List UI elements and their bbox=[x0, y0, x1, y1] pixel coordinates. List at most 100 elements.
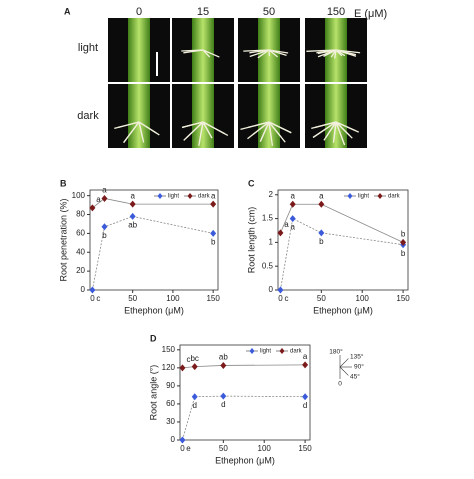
data-point bbox=[101, 223, 107, 230]
x-tick-label: 0 bbox=[180, 444, 185, 453]
legend-marker bbox=[158, 193, 163, 199]
legend-marker bbox=[188, 193, 193, 199]
legend-label: light bbox=[168, 194, 179, 200]
y-tick-label: 20 bbox=[76, 266, 85, 275]
x-tick-label: 150 bbox=[206, 294, 220, 303]
series-line bbox=[92, 216, 213, 290]
y-tick-label: 0.5 bbox=[262, 261, 274, 270]
data-point bbox=[290, 201, 296, 208]
x-tick-label: 50 bbox=[128, 294, 137, 303]
significance-letter: c bbox=[96, 294, 100, 303]
series-line bbox=[280, 219, 403, 290]
stem bbox=[128, 84, 150, 148]
significance-letter: a bbox=[290, 223, 295, 232]
significance-letter: c bbox=[284, 294, 288, 303]
unit-label: E (μM) bbox=[354, 8, 387, 20]
significance-letter: d bbox=[303, 401, 307, 410]
panel-label: A bbox=[64, 6, 71, 16]
row-label: dark bbox=[77, 110, 99, 122]
x-tick-label: 100 bbox=[166, 294, 180, 303]
y-tick-label: 0 bbox=[81, 285, 86, 294]
y-tick-label: 0 bbox=[171, 435, 176, 444]
panel-label: C bbox=[248, 178, 255, 188]
legend-marker bbox=[250, 348, 255, 354]
significance-letter: a bbox=[319, 191, 324, 200]
panel-label: D bbox=[150, 333, 157, 343]
angle-ray bbox=[340, 367, 348, 375]
data-point bbox=[220, 393, 226, 400]
stem bbox=[128, 18, 150, 82]
column-label: 150 bbox=[327, 6, 345, 18]
legend-marker bbox=[348, 193, 353, 199]
data-point bbox=[210, 201, 216, 208]
x-axis-label: Ethephon (μM) bbox=[124, 305, 184, 315]
x-axis-label: Ethephon (μM) bbox=[215, 455, 275, 465]
y-tick-label: 1.5 bbox=[262, 214, 274, 223]
stem bbox=[192, 84, 214, 148]
data-point bbox=[220, 362, 226, 369]
y-tick-label: 1 bbox=[269, 237, 274, 246]
series-line bbox=[92, 198, 213, 207]
data-point bbox=[302, 393, 308, 400]
angle-ray bbox=[340, 359, 348, 367]
data-point bbox=[130, 201, 136, 208]
y-tick-label: 40 bbox=[76, 247, 85, 256]
angle-key-label: 45° bbox=[350, 373, 360, 381]
angle-key-label: 90° bbox=[354, 363, 364, 371]
series-line bbox=[182, 396, 305, 440]
significance-letter: d bbox=[192, 401, 196, 410]
plot-frame bbox=[90, 190, 218, 290]
column-label: 15 bbox=[197, 6, 209, 18]
column-label: 0 bbox=[136, 6, 142, 18]
data-point bbox=[192, 363, 198, 370]
y-tick-label: 0 bbox=[269, 285, 274, 294]
significance-letter: ab bbox=[128, 221, 137, 230]
significance-letter: b bbox=[401, 249, 406, 258]
y-axis-label: Root penetration (%) bbox=[58, 198, 68, 281]
y-axis-label: Root angle (°) bbox=[148, 365, 158, 421]
panel-label: B bbox=[60, 178, 67, 188]
x-tick-label: 0 bbox=[90, 294, 95, 303]
x-tick-label: 150 bbox=[396, 294, 410, 303]
y-tick-label: 150 bbox=[162, 345, 176, 354]
y-tick-label: 60 bbox=[76, 229, 85, 238]
x-tick-label: 0 bbox=[278, 294, 283, 303]
series-line bbox=[182, 365, 305, 368]
y-tick-label: 2 bbox=[269, 190, 274, 199]
legend-label: dark bbox=[290, 349, 303, 355]
legend-label: light bbox=[358, 194, 369, 200]
y-tick-label: 60 bbox=[166, 399, 175, 408]
significance-letter: a bbox=[102, 186, 107, 195]
legend-label: dark bbox=[388, 194, 401, 200]
significance-letter: a bbox=[303, 352, 308, 361]
angle-key-label: 135° bbox=[350, 353, 364, 361]
stem bbox=[325, 84, 347, 148]
significance-letter: a bbox=[96, 195, 101, 204]
y-tick-label: 120 bbox=[162, 363, 176, 372]
y-tick-label: 30 bbox=[166, 417, 175, 426]
row-label: light bbox=[78, 42, 98, 54]
significance-letter: a bbox=[211, 191, 216, 200]
x-tick-label: 50 bbox=[317, 294, 326, 303]
data-point bbox=[302, 361, 308, 368]
y-tick-label: 80 bbox=[76, 210, 85, 219]
data-point bbox=[130, 213, 136, 220]
significance-letter: a bbox=[290, 191, 295, 200]
data-point bbox=[318, 201, 324, 208]
data-point bbox=[210, 230, 216, 237]
significance-letter: b bbox=[211, 238, 216, 247]
data-point bbox=[101, 195, 107, 202]
plot-frame bbox=[278, 190, 408, 290]
significance-letter: d bbox=[221, 400, 225, 409]
y-tick-label: 100 bbox=[72, 191, 86, 200]
significance-letter: a bbox=[130, 191, 135, 200]
legend-label: dark bbox=[198, 194, 211, 200]
x-tick-label: 100 bbox=[258, 444, 272, 453]
x-tick-label: 150 bbox=[298, 444, 312, 453]
significance-letter: e bbox=[186, 444, 191, 453]
significance-letter: ab bbox=[219, 353, 228, 362]
significance-letter: b bbox=[319, 237, 324, 246]
plot-frame bbox=[180, 345, 310, 440]
y-tick-label: 90 bbox=[166, 381, 175, 390]
